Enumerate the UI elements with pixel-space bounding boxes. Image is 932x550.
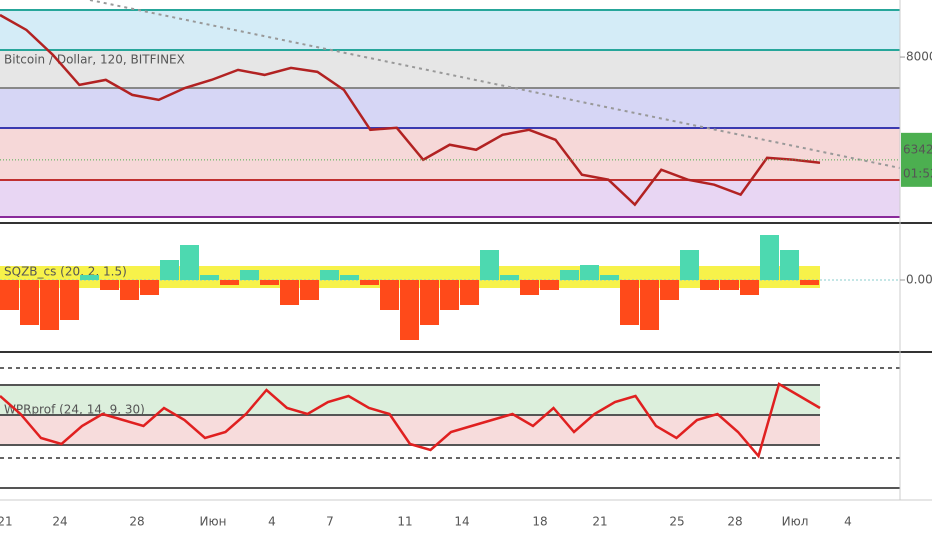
- zone: [0, 415, 820, 445]
- histogram-bar: [520, 280, 539, 295]
- x-tick-label: 21: [0, 515, 13, 529]
- last-price-label: 6342.4: [903, 142, 932, 156]
- histogram-bar: [340, 275, 359, 280]
- histogram-bar: [240, 270, 259, 280]
- price-line: [0, 13, 821, 207]
- histogram-bar: [800, 280, 819, 285]
- histogram-bar: [760, 235, 779, 280]
- histogram-bar: [360, 280, 379, 285]
- histogram-bar: [620, 280, 639, 325]
- histogram-bar: [60, 280, 79, 320]
- countdown: 01:52:4: [903, 166, 932, 180]
- histogram-bar: [140, 280, 159, 295]
- pane-title: WPRprof (24, 14, 9, 30): [4, 403, 145, 417]
- x-tick-label: 18: [532, 515, 547, 529]
- x-tick-label: 4: [268, 515, 276, 529]
- x-tick-label: 21: [592, 515, 607, 529]
- histogram-bar: [780, 250, 799, 280]
- histogram-bar: [660, 280, 679, 300]
- histogram-bar: [680, 250, 699, 280]
- histogram-bar: [40, 280, 59, 330]
- y-tick-label: 0.0000: [906, 273, 932, 287]
- histogram-bar: [440, 280, 459, 310]
- histogram-bar: [220, 280, 239, 285]
- band: [0, 10, 900, 50]
- histogram-bar: [720, 280, 739, 290]
- histogram-bar: [420, 280, 439, 325]
- x-tick-label: Июн: [200, 515, 227, 529]
- x-tick-label: 25: [669, 515, 684, 529]
- price-line: [0, 382, 821, 459]
- histogram-bar: [280, 280, 299, 305]
- x-tick-label: 11: [397, 515, 412, 529]
- histogram-bar: [700, 280, 719, 290]
- histogram-bar: [560, 270, 579, 280]
- histogram-bar: [380, 280, 399, 310]
- histogram-bar: [740, 280, 759, 295]
- histogram-bar: [640, 280, 659, 330]
- x-tick-label: 28: [129, 515, 144, 529]
- histogram-bar: [100, 280, 119, 290]
- x-tick-label: 7: [326, 515, 334, 529]
- histogram-bar: [460, 280, 479, 305]
- x-tick-label: 28: [727, 515, 742, 529]
- histogram-bar: [580, 265, 599, 280]
- histogram-bar: [200, 275, 219, 280]
- band: [0, 180, 900, 217]
- histogram-bar: [480, 250, 499, 280]
- y-tick-label: 8000.0: [906, 50, 932, 64]
- histogram-bar: [400, 280, 419, 340]
- histogram-bar: [300, 280, 319, 300]
- histogram-bar: [0, 280, 19, 310]
- histogram-bar: [120, 280, 139, 300]
- histogram-bar: [260, 280, 279, 285]
- histogram-bar: [320, 270, 339, 280]
- histogram-bar: [160, 260, 179, 280]
- x-tick-label: 24: [52, 515, 67, 529]
- band: [0, 128, 900, 180]
- histogram-bar: [600, 275, 619, 280]
- histogram-bar: [500, 275, 519, 280]
- zero-band: [0, 266, 820, 288]
- band: [0, 88, 900, 128]
- pane-title: SQZB_cs (20, 2, 1.5): [4, 265, 127, 279]
- histogram-bar: [80, 275, 99, 280]
- last-price-tag: [901, 132, 932, 187]
- zone: [0, 385, 820, 415]
- pane-title: Bitcoin / Dollar, 120, BITFINEX: [4, 53, 185, 67]
- band: [0, 50, 900, 88]
- x-tick-label: 14: [454, 515, 469, 529]
- histogram-bar: [20, 280, 39, 325]
- x-tick-label: Июл: [782, 515, 809, 529]
- histogram-bar: [180, 245, 199, 280]
- x-tick-label: 4: [844, 515, 852, 529]
- histogram-bar: [540, 280, 559, 290]
- trendline: [89, 0, 901, 169]
